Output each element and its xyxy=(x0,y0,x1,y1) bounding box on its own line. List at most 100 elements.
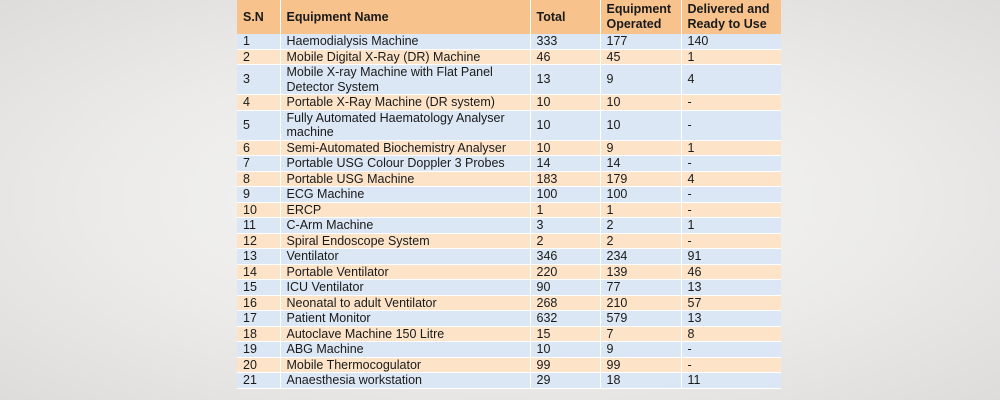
cell-total: 99 xyxy=(530,357,601,373)
cell-operated: 10 xyxy=(600,94,682,111)
cell-delivered: 1 xyxy=(681,140,781,156)
cell-total: 220 xyxy=(530,264,601,280)
cell-operated: 99 xyxy=(600,357,682,373)
cell-delivered: 13 xyxy=(681,279,781,296)
cell-operated: 210 xyxy=(600,295,682,311)
cell-delivered: - xyxy=(681,233,781,249)
cell-equipment-name: Fully Automated Haematology Analyser mac… xyxy=(280,110,531,141)
cell-total: 183 xyxy=(530,171,601,187)
cell-sn: 4 xyxy=(237,94,281,111)
cell-operated: 100 xyxy=(600,186,682,203)
table-row: 19 ABG Machine 10 9- xyxy=(237,341,781,358)
cell-delivered: - xyxy=(681,202,781,218)
cell-equipment-name: Spiral Endoscope System xyxy=(280,233,531,249)
table-row: 17 Patient Monitor 632 579 13 xyxy=(237,310,781,327)
header-row: S.N Equipment Name Total Equipment Operat… xyxy=(237,0,781,34)
cell-total: 14 xyxy=(530,155,601,172)
table-row: 12 Spiral Endoscope System 2 2- xyxy=(237,233,781,249)
cell-operated: 177 xyxy=(600,34,682,50)
cell-operated: 77 xyxy=(600,279,682,296)
cell-equipment-name: Anaesthesia workstation xyxy=(280,372,531,389)
cell-total: 2 xyxy=(530,233,601,249)
cell-operated: 14 xyxy=(600,155,682,172)
cell-operated: 2 xyxy=(600,217,682,234)
cell-delivered: - xyxy=(681,357,781,373)
cell-total: 10 xyxy=(530,110,601,141)
cell-sn: 12 xyxy=(237,233,281,249)
cell-total: 632 xyxy=(530,310,601,327)
header-delivered-line1: Delivered and xyxy=(687,2,770,16)
cell-operated: 10 xyxy=(600,110,682,141)
cell-delivered: 91 xyxy=(681,248,781,265)
cell-total: 46 xyxy=(530,49,601,65)
cell-total: 90 xyxy=(530,279,601,296)
table-row: 11 C-Arm Machine 3 2 1 xyxy=(237,217,781,234)
table-row: 10 ERCP 1 1- xyxy=(237,202,781,218)
cell-total: 100 xyxy=(530,186,601,203)
cell-sn: 5 xyxy=(237,110,281,141)
cell-operated: 179 xyxy=(600,171,682,187)
cell-total: 1 xyxy=(530,202,601,218)
cell-sn: 11 xyxy=(237,217,281,234)
cell-delivered: 46 xyxy=(681,264,781,280)
cell-operated: 579 xyxy=(600,310,682,327)
cell-equipment-name: Ventilator xyxy=(280,248,531,265)
cell-sn: 10 xyxy=(237,202,281,218)
header-operated-line1: Equipment xyxy=(606,2,672,16)
cell-delivered: - xyxy=(681,341,781,358)
cell-sn: 8 xyxy=(237,171,281,187)
table-row: 5 Fully Automated Haematology Analyser ma… xyxy=(237,110,781,141)
cell-equipment-name: Portable USG Machine xyxy=(280,171,531,187)
header-operated-line2: Operated xyxy=(606,17,662,31)
cell-equipment-name: Mobile Digital X-Ray (DR) Machine xyxy=(280,49,531,65)
cell-sn: 18 xyxy=(237,326,281,342)
cell-delivered: 4 xyxy=(681,64,781,95)
cell-equipment-name: ICU Ventilator xyxy=(280,279,531,296)
cell-operated: 2 xyxy=(600,233,682,249)
cell-total: 333 xyxy=(530,34,601,50)
cell-delivered: 8 xyxy=(681,326,781,342)
cell-sn: 1 xyxy=(237,34,281,50)
cell-sn: 21 xyxy=(237,372,281,389)
header-equipment-name: Equipment Name xyxy=(280,0,531,34)
cell-sn: 13 xyxy=(237,248,281,265)
cell-delivered: 57 xyxy=(681,295,781,311)
cell-delivered: - xyxy=(681,94,781,111)
cell-sn: 17 xyxy=(237,310,281,327)
cell-operated: 9 xyxy=(600,64,682,95)
cell-equipment-name: Portable USG Colour Doppler 3 Probes xyxy=(280,155,531,172)
table-row: 14 Portable Ventilator 220 139 46 xyxy=(237,264,781,280)
cell-delivered: 1 xyxy=(681,49,781,65)
table-row: 21 Anaesthesia workstation 29 18 11 xyxy=(237,372,781,389)
cell-delivered: 140 xyxy=(681,34,781,50)
cell-sn: 15 xyxy=(237,279,281,296)
cell-total: 10 xyxy=(530,140,601,156)
table-row: 9 ECG Machine 100 100- xyxy=(237,186,781,203)
cell-operated: 234 xyxy=(600,248,682,265)
cell-total: 13 xyxy=(530,64,601,95)
equipment-table: S.N Equipment Name Total Equipment Operat… xyxy=(237,0,781,389)
cell-delivered: 11 xyxy=(681,372,781,389)
header-equipment-operated: Equipment Operated xyxy=(600,0,682,34)
table-row: 3 Mobile X-ray Machine with Flat Panel De… xyxy=(237,64,781,95)
cell-equipment-name: C-Arm Machine xyxy=(280,217,531,234)
cell-operated: 1 xyxy=(600,202,682,218)
table-row: 13 Ventilator 346 234 91 xyxy=(237,248,781,265)
cell-delivered: 1 xyxy=(681,217,781,234)
header-delivered-line2: Ready to Use xyxy=(687,17,767,31)
table-row: 4 Portable X-Ray Machine (DR system) 10 10- xyxy=(237,94,781,111)
cell-sn: 14 xyxy=(237,264,281,280)
cell-total: 10 xyxy=(530,341,601,358)
cell-operated: 7 xyxy=(600,326,682,342)
cell-total: 10 xyxy=(530,94,601,111)
table-row: 1 Haemodialysis Machine 333 177 140 xyxy=(237,34,781,50)
cell-operated: 139 xyxy=(600,264,682,280)
cell-equipment-name: ABG Machine xyxy=(280,341,531,358)
header-total: Total xyxy=(530,0,601,34)
cell-equipment-name: Portable X-Ray Machine (DR system) xyxy=(280,94,531,111)
table-row: 18 Autoclave Machine 150 Litre 15 7 8 xyxy=(237,326,781,342)
cell-sn: 7 xyxy=(237,155,281,172)
cell-sn: 16 xyxy=(237,295,281,311)
cell-sn: 6 xyxy=(237,140,281,156)
cell-delivered: - xyxy=(681,186,781,203)
